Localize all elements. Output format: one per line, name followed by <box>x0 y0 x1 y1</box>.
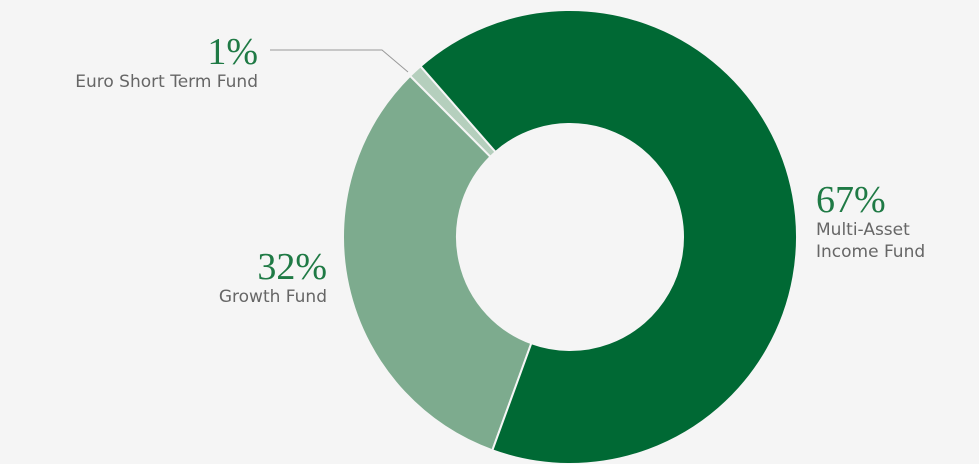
slice <box>342 74 533 452</box>
percent-label: 67% <box>816 179 886 221</box>
percent-label: 1% <box>207 31 258 73</box>
leader-line <box>270 49 409 73</box>
category-label: Euro Short Term Fund <box>75 72 258 92</box>
percent-label: 32% <box>257 246 327 288</box>
category-label: Multi-Asset Income Fund <box>816 220 926 262</box>
label-group: 1% Euro Short Term Fund <box>75 33 258 93</box>
label-group: 67% Multi-Asset Income Fund <box>816 181 966 263</box>
slice <box>419 9 798 464</box>
category-label: Growth Fund <box>218 287 327 307</box>
label-group: 32% Growth Fund <box>219 248 327 308</box>
